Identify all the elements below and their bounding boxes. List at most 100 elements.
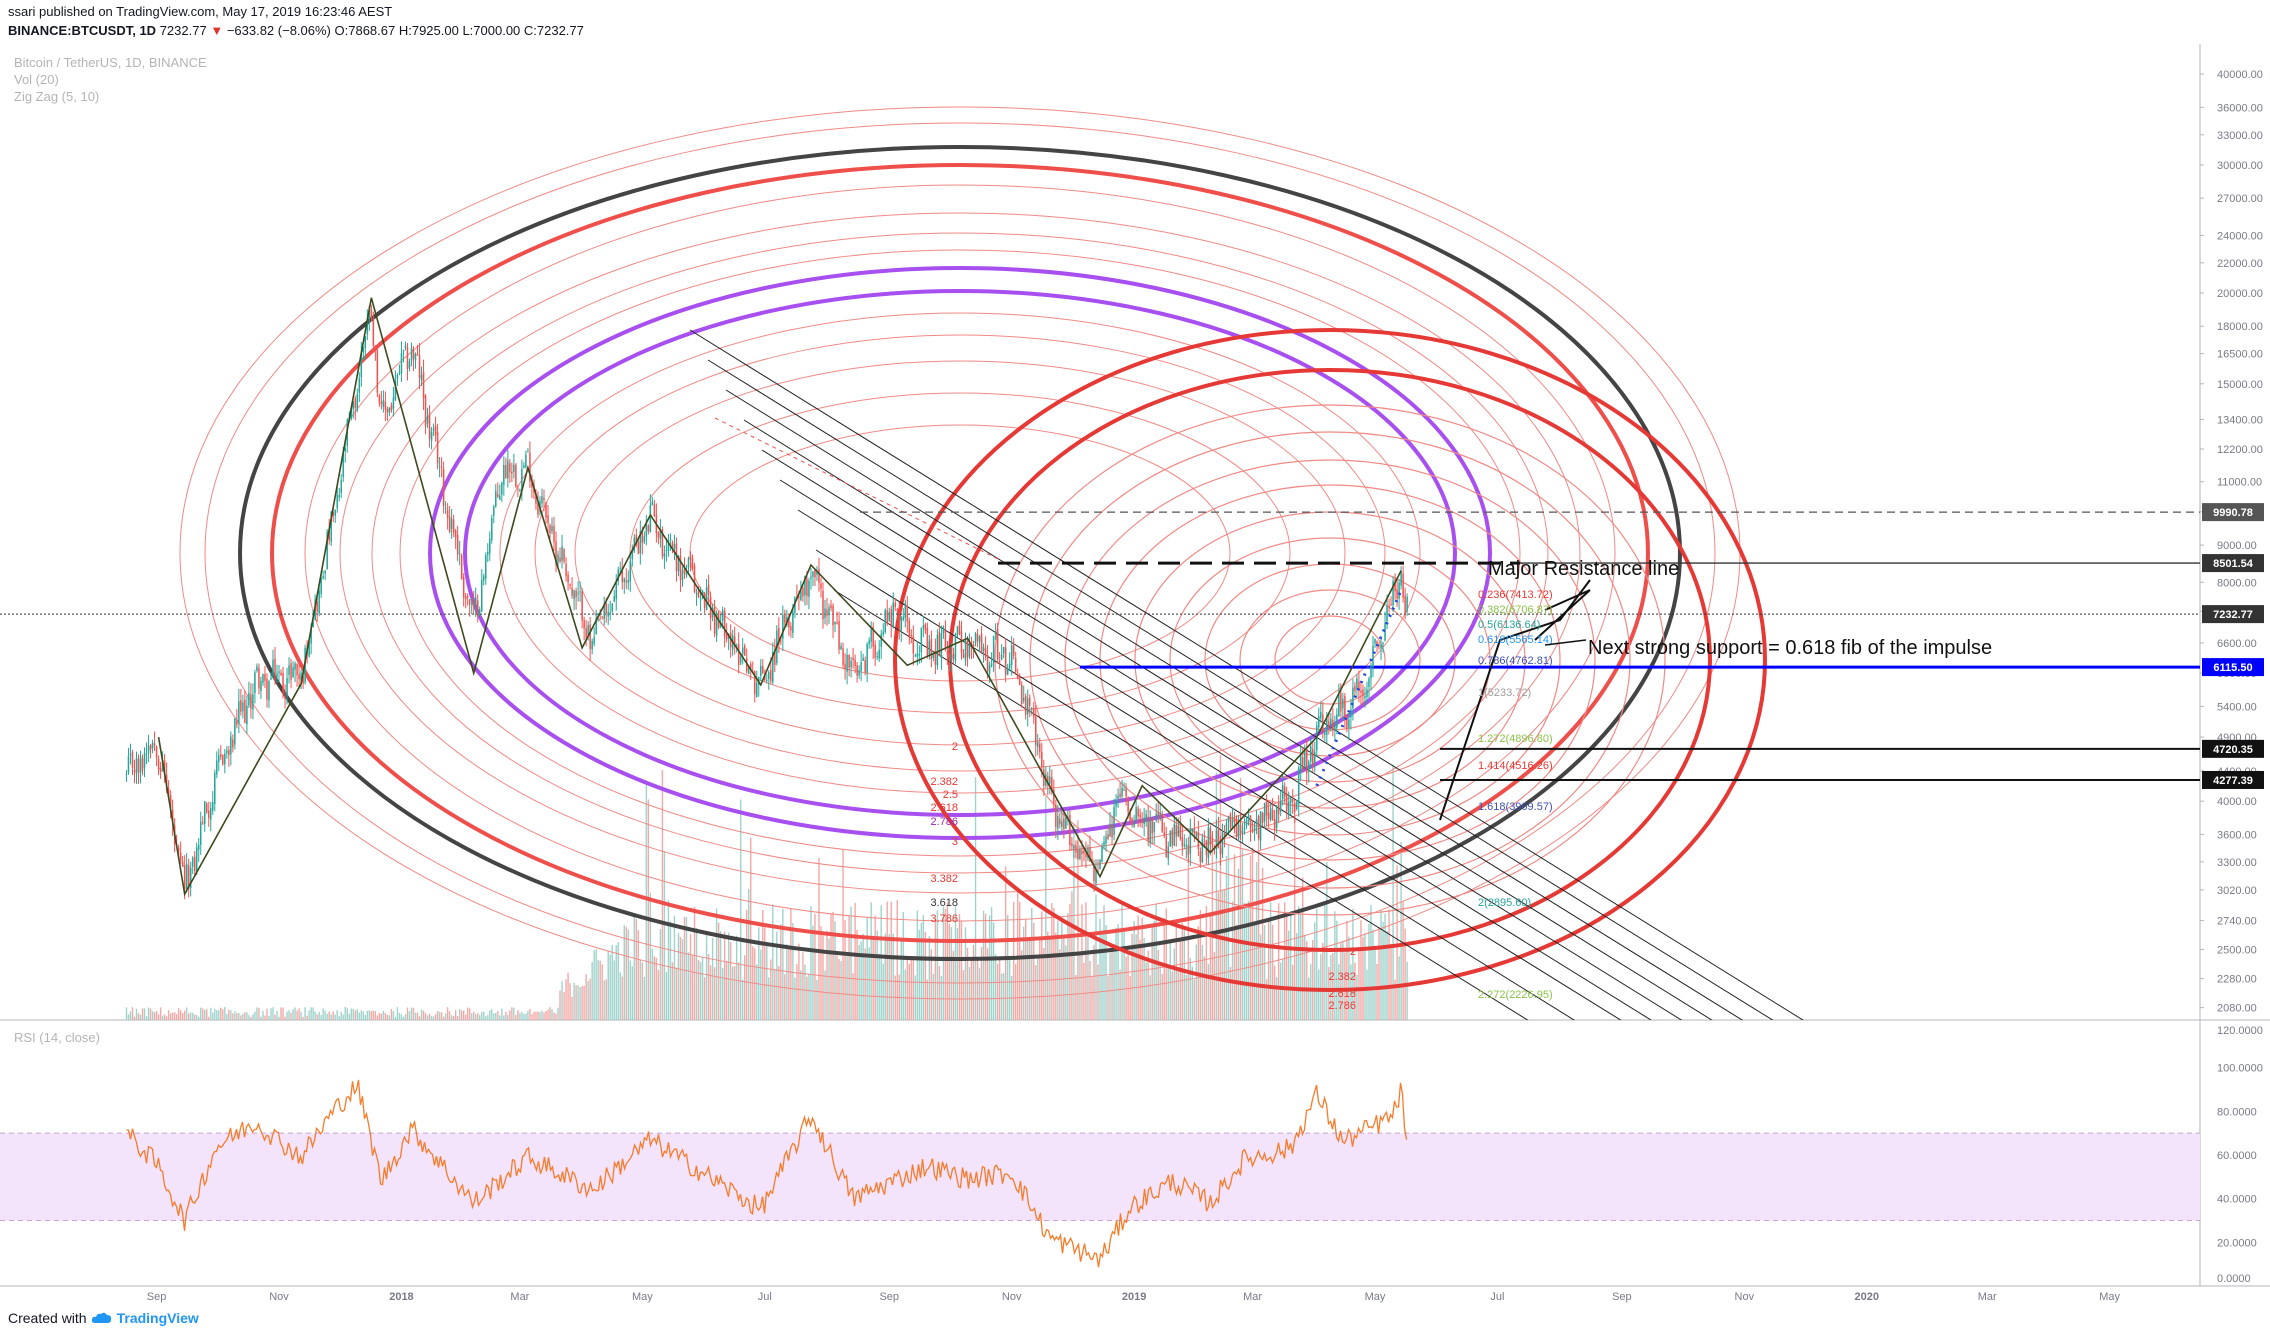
- volume-bar: [567, 972, 569, 1020]
- volume-bar: [1041, 911, 1043, 1020]
- volume-bar: [866, 917, 868, 1020]
- time-tick-label: May: [2099, 1291, 2120, 1303]
- last-price: 7232.77: [159, 23, 207, 38]
- volume-bar: [900, 940, 902, 1020]
- legend-title[interactable]: Bitcoin / TetherUS, 1D, BINANCE: [14, 55, 207, 70]
- volume-bar: [870, 902, 872, 1020]
- volume-bar: [922, 915, 925, 1020]
- volume-bar: [324, 1010, 326, 1020]
- candle-body: [697, 590, 700, 598]
- volume-bar: [450, 1015, 453, 1020]
- candle-body: [1101, 846, 1103, 863]
- candle-body: [422, 371, 425, 399]
- tradingview-brand[interactable]: TradingView: [116, 1310, 199, 1326]
- legend-zigzag[interactable]: Zig Zag (5, 10): [14, 89, 100, 104]
- candle-body: [1235, 819, 1238, 837]
- fib-ellipse-large: [179, 106, 1741, 1000]
- channel-dashed-line: [714, 417, 1001, 561]
- volume-bar: [561, 981, 563, 1020]
- candle-body: [617, 569, 620, 582]
- volume-bar: [681, 939, 684, 1020]
- time-axis[interactable]: Sep Nov 2018 Mar May Jul Sep Nov 2019 Mar May Jul Se…: [147, 1291, 2121, 1303]
- volume-bar: [1370, 905, 1372, 1020]
- volume-bar: [300, 1011, 302, 1020]
- candle-body: [374, 345, 377, 351]
- candle-body: [519, 489, 521, 491]
- candle-body: [852, 658, 854, 660]
- volume-bar: [715, 908, 718, 1020]
- volume-bar: [603, 980, 605, 1020]
- volume-bar: [175, 1014, 178, 1020]
- rsi-band: [0, 1133, 2200, 1221]
- candle-body: [432, 428, 435, 431]
- volume-bar: [808, 974, 810, 1020]
- candle-body: [185, 863, 188, 889]
- candle-body: [1149, 820, 1151, 844]
- candle-body: [1358, 681, 1360, 692]
- candle-body: [404, 345, 407, 349]
- candle-body: [665, 549, 668, 551]
- candle-body: [818, 569, 820, 583]
- candle-body: [454, 530, 457, 538]
- volume-bar: [796, 964, 798, 1020]
- volume-bar: [786, 944, 788, 1020]
- candle-body: [832, 605, 834, 626]
- volume-bar: [996, 963, 999, 1020]
- legend-volume[interactable]: Vol (20): [14, 72, 59, 87]
- candle-body: [755, 682, 758, 698]
- volume-bar: [1175, 926, 1177, 1020]
- price-axis[interactable]: 40000.00 36000.00 33000.00 30000.00 27000.00…: [2200, 69, 2263, 1285]
- candle-body: [244, 699, 246, 723]
- candle-body: [472, 600, 475, 607]
- candle-body: [840, 645, 842, 650]
- volume-bar: [928, 935, 931, 1020]
- candle-body: [288, 665, 290, 675]
- volume-bar: [872, 936, 874, 1020]
- publisher-line: ssari published on TradingView.com, May …: [8, 4, 393, 19]
- volume-bar: [852, 973, 854, 1020]
- fib-ellipse-large: [629, 392, 1291, 714]
- volume-bar: [1000, 973, 1003, 1020]
- volume-bar: [410, 1007, 413, 1020]
- candle-body: [1281, 785, 1284, 800]
- candle-body: [1299, 755, 1302, 771]
- volume-bar: [942, 906, 945, 1020]
- volume-bar: [691, 954, 694, 1020]
- volume-bar: [246, 1012, 248, 1020]
- candle-body: [378, 395, 381, 403]
- candle-body: [597, 614, 599, 616]
- fib-ellipse-large: [574, 360, 1346, 746]
- candle-body: [201, 822, 204, 824]
- candle-body: [1406, 596, 1408, 612]
- rsi-legend[interactable]: RSI (14, close): [14, 1030, 100, 1045]
- candle-body: [163, 760, 166, 775]
- volume-bar: [768, 977, 770, 1020]
- volume-bar: [1269, 902, 1272, 1020]
- candle-body: [1332, 720, 1334, 731]
- candle-body: [428, 413, 431, 439]
- candle-body: [1229, 814, 1232, 830]
- candle-body: [1267, 812, 1270, 820]
- volume-bar: [282, 1007, 284, 1020]
- volume-bar: [846, 956, 848, 1020]
- candle-body: [499, 495, 501, 500]
- candle-body: [591, 640, 593, 650]
- candle-body: [151, 742, 154, 749]
- candle-body: [1261, 812, 1264, 823]
- volume-bar: [579, 987, 581, 1020]
- time-tick-label: Sep: [147, 1291, 167, 1303]
- volume-bar: [549, 1007, 551, 1020]
- candle-body: [1318, 716, 1320, 728]
- rsi-line: [126, 1079, 1408, 1268]
- candle-body: [1177, 825, 1180, 837]
- candle-body: [382, 400, 385, 407]
- volume-bar: [577, 985, 579, 1020]
- candle-body: [1209, 828, 1212, 845]
- volume-bar: [292, 1009, 294, 1020]
- volume-bar: [555, 1013, 557, 1020]
- volume-bar: [238, 1012, 240, 1020]
- fib-ellipse-small: [1169, 537, 1491, 783]
- candle-body: [1307, 761, 1310, 772]
- volume-bar: [328, 1011, 330, 1020]
